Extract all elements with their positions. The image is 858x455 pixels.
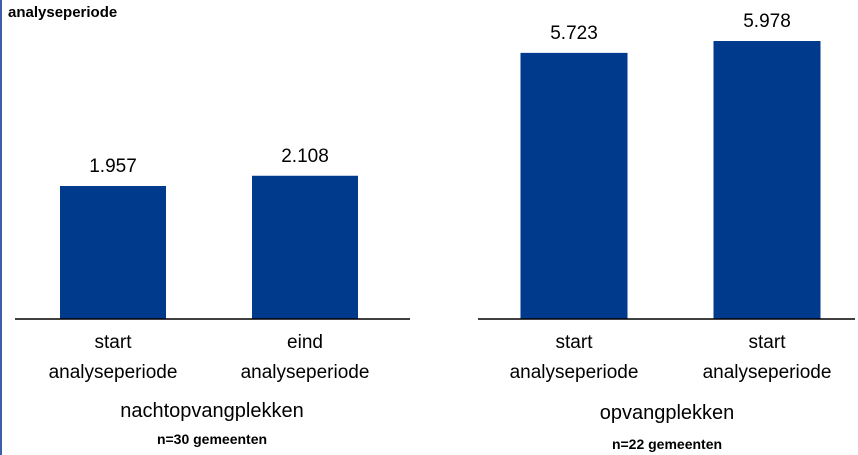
chart-note: n=22 gemeenten	[611, 436, 723, 452]
x-tick-label: start analyseperiode	[509, 332, 639, 383]
x-tick-label: start analyseperiode	[702, 332, 832, 383]
x-axis-label: opvangplekken	[599, 402, 735, 424]
bar	[252, 175, 358, 319]
x-tick-label: eind analyseperiode	[240, 332, 370, 383]
bar	[520, 52, 628, 320]
chart-note: n=30 gemeenten	[156, 431, 268, 447]
value-label: 2.108	[281, 145, 329, 167]
bar	[713, 41, 821, 320]
value-label: 1.957	[89, 156, 137, 177]
value-label: 5.978	[743, 11, 791, 33]
value-label: 5.723	[550, 22, 598, 44]
x-tick-label: start analyseperiode	[48, 332, 178, 383]
chart-title: analyseperiode	[8, 4, 118, 21]
x-axis-label: nachtopvangplekken	[120, 400, 304, 422]
bar	[60, 186, 166, 319]
